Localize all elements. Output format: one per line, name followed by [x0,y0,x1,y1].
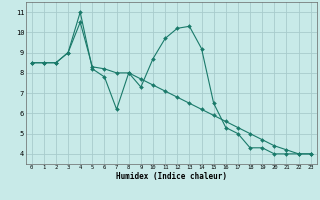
X-axis label: Humidex (Indice chaleur): Humidex (Indice chaleur) [116,172,227,181]
